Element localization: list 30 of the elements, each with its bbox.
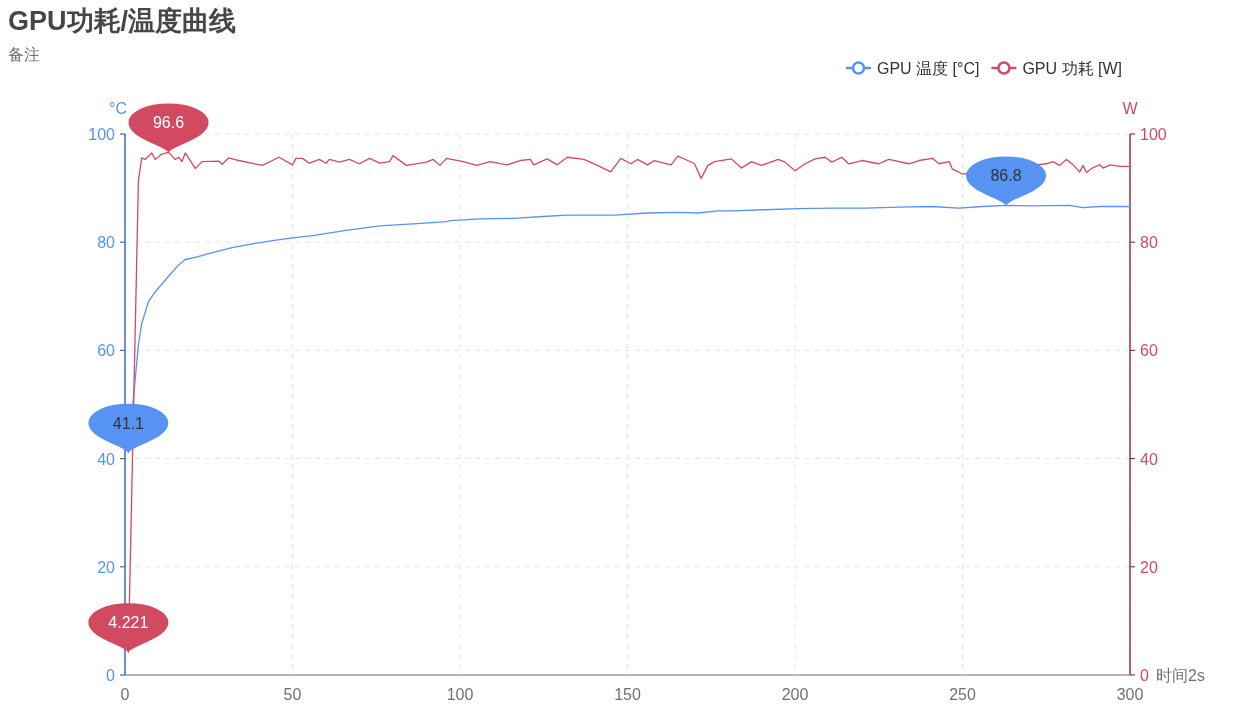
y2-tick-label: 80 [1140,234,1158,252]
y2-tick-label: 0 [1140,667,1149,684]
y-tick-label: 80 [97,234,116,252]
x-axis-title: 时间2s [1156,667,1205,684]
x-tick-label: 300 [1116,686,1144,703]
x-tick-label: 0 [120,686,130,703]
x-tick-label: 200 [781,686,809,703]
annotation: 41.1 [112,414,145,432]
x-tick-label: 250 [949,686,976,703]
y-tick-label: 60 [97,342,116,360]
annotation: 86.8 [990,167,1022,185]
x-tick-label: 150 [614,686,641,703]
y2-tick-label: 60 [1140,342,1158,360]
y2-tick-label: 40 [1140,450,1158,468]
y2-axis-title: W [1122,100,1139,117]
y-tick-label: 100 [88,126,116,143]
chart-subtitle: 备注 [8,46,40,63]
y-tick-label: 40 [97,450,116,468]
x-tick-label: 50 [283,686,302,703]
annotation: 4.221 [108,614,149,632]
y-tick-label: 0 [106,667,116,684]
y-tick-label: 20 [97,558,116,576]
y2-tick-label: 100 [1140,126,1167,143]
y2-tick-label: 20 [1140,558,1158,576]
legend-label: GPU 温度 [°C] [877,60,980,77]
legend-label: GPU 功耗 [W] [1022,60,1122,77]
chart-title: GPU功耗/温度曲线 [8,6,237,36]
annotation: 96.6 [152,114,185,132]
x-tick-label: 100 [446,686,474,703]
y-axis-title: °C [109,100,127,117]
